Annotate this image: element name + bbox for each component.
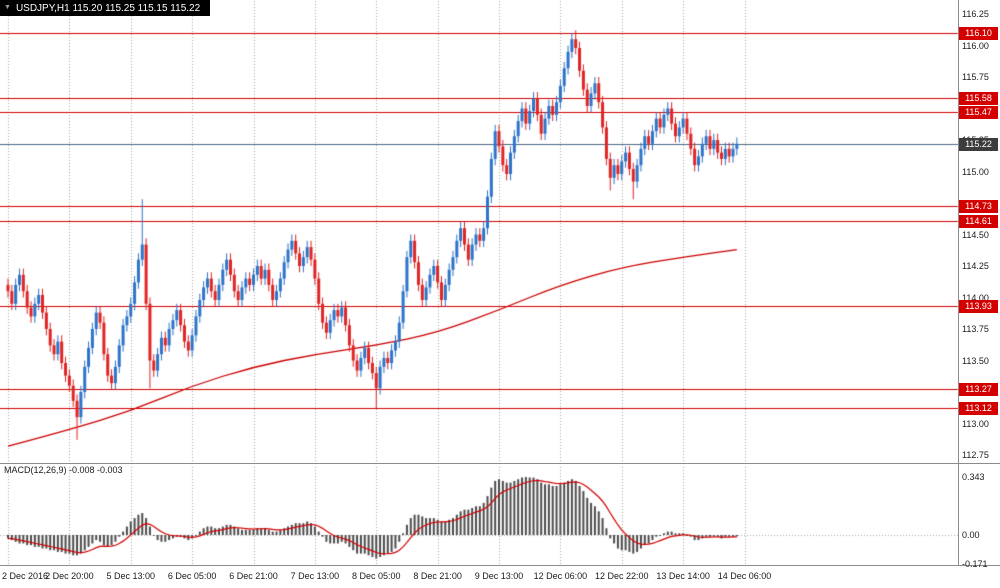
price-axis-label: 114.25 <box>962 261 989 271</box>
price-axis-label: 113.50 <box>962 355 989 366</box>
time-axis-label: 7 Dec 13:00 <box>290 571 340 581</box>
time-axis-label: 14 Dec 06:00 <box>717 571 772 581</box>
time-axis-label: 2 Dec 2016 <box>2 571 49 581</box>
level-price-tag: 113.12 <box>959 402 998 416</box>
price-axis-label: 115.75 <box>962 72 989 82</box>
macd-indicator-caption: MACD(12,26,9) -0.008 -0.003 <box>4 465 123 475</box>
time-axis-label: 5 Dec 13:00 <box>106 571 156 581</box>
current-price-tag: 115.22 <box>959 137 998 151</box>
level-price-tag: 115.47 <box>959 106 998 120</box>
price-axis-separator <box>958 0 959 565</box>
level-price-tag: 113.27 <box>959 383 998 397</box>
level-price-tag: 114.73 <box>959 199 998 213</box>
time-axis-label: 8 Dec 05:00 <box>351 571 401 581</box>
price-axis-label: 114.00 <box>962 292 989 303</box>
macd-axis-label: -0.171 <box>962 558 988 569</box>
time-axis-label: 9 Dec 13:00 <box>474 571 524 581</box>
collapse-icon[interactable]: ▼ <box>4 4 11 11</box>
time-axis-label: 12 Dec 06:00 <box>533 571 588 581</box>
chart-title: USDJPY,H1 115.20 115.25 115.15 115.22 <box>15 2 201 14</box>
price-axis-label: 115.00 <box>962 166 989 177</box>
panel-separator-top <box>0 463 1000 464</box>
level-price-tag: 115.58 <box>959 92 998 106</box>
level-price-tag: 114.61 <box>959 214 998 228</box>
time-axis-label: 13 Dec 14:00 <box>656 571 710 581</box>
time-axis-label: 8 Dec 21:00 <box>413 571 462 581</box>
price-axis-label: 114.50 <box>962 229 989 240</box>
price-axis-label: 116.00 <box>962 40 989 51</box>
time-axis-label: 12 Dec 22:00 <box>594 571 649 581</box>
panel-separator-bottom <box>0 565 1000 566</box>
time-axis-label: 2 Dec 20:00 <box>45 571 94 581</box>
price-axis-label: 116.25 <box>962 9 989 19</box>
level-price-tag: 113.93 <box>959 300 998 314</box>
time-axis-label: 6 Dec 21:00 <box>229 571 278 581</box>
price-axis-label: 113.00 <box>962 418 989 429</box>
level-price-tag: 116.10 <box>959 26 998 40</box>
time-axis-label: 6 Dec 05:00 <box>167 571 217 581</box>
macd-axis-label: 0.343 <box>962 472 985 483</box>
price-axis-label: 112.75 <box>962 450 989 460</box>
price-axis-label: 113.75 <box>962 324 989 334</box>
macd-axis-label: 0.00 <box>962 530 980 540</box>
chart-title-bar: ▼ USDJPY,H1 115.20 115.25 115.15 115.22 <box>0 0 211 16</box>
